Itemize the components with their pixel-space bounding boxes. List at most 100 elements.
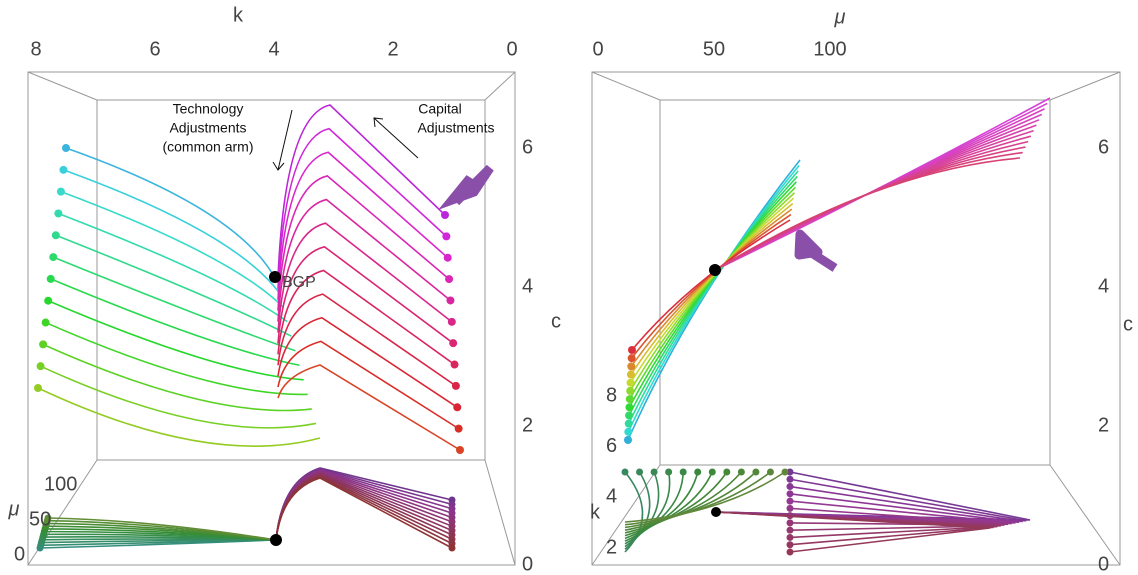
trajectory bbox=[624, 471, 786, 523]
trajectory-start bbox=[441, 211, 449, 219]
tick-label: 2 bbox=[606, 536, 617, 558]
trajectory bbox=[277, 198, 451, 322]
trajectory bbox=[277, 104, 446, 279]
tick-label: 2 bbox=[1098, 414, 1109, 436]
trajectory bbox=[277, 127, 447, 289]
note-line: Capital bbox=[418, 101, 462, 117]
trajectory-start bbox=[34, 384, 42, 392]
trajectory-start bbox=[449, 339, 458, 348]
tick-label: 4 bbox=[1098, 275, 1109, 297]
trajectory bbox=[624, 471, 728, 534]
trajectory bbox=[628, 181, 797, 408]
trajectory bbox=[624, 471, 684, 542]
tick-label: 0 bbox=[1098, 553, 1109, 575]
trajectory-start bbox=[59, 165, 68, 174]
trajectory-start bbox=[44, 514, 52, 522]
trajectory-start bbox=[786, 468, 794, 476]
note-line: Adjustments bbox=[169, 120, 246, 136]
trajectory bbox=[58, 212, 288, 323]
trajectory bbox=[624, 471, 757, 529]
trajectory bbox=[624, 471, 651, 550]
mu-axis-label: μ bbox=[834, 6, 846, 28]
tick-label: 0 bbox=[14, 543, 25, 565]
trajectory bbox=[631, 219, 791, 351]
trajectory-start bbox=[44, 296, 53, 305]
tick-label: 4 bbox=[268, 38, 279, 60]
trajectory bbox=[628, 170, 799, 424]
bgp-point bbox=[711, 507, 721, 517]
trajectory bbox=[277, 340, 460, 430]
trajectory bbox=[628, 175, 798, 416]
bgp-point bbox=[709, 264, 721, 276]
tick-label: 8 bbox=[30, 38, 41, 60]
tick-label: 4 bbox=[606, 486, 617, 508]
trajectory-start bbox=[62, 144, 70, 152]
trajectory-start bbox=[49, 253, 58, 262]
annotation-technology: Technology Adjustments (common arm) bbox=[162, 101, 293, 171]
highlight-arrow bbox=[794, 229, 838, 272]
tick-label: 0 bbox=[592, 38, 603, 60]
trajectory bbox=[40, 365, 317, 429]
annotation-capital: Capital Adjustments bbox=[373, 101, 495, 159]
trajectory bbox=[630, 208, 793, 367]
trajectory bbox=[627, 164, 800, 433]
tick-label: 2 bbox=[522, 414, 533, 436]
trajectory-start bbox=[624, 419, 633, 428]
tick-label: 50 bbox=[29, 508, 51, 530]
trajectory-start bbox=[448, 544, 456, 552]
tick-label: 6 bbox=[606, 435, 617, 457]
trajectory-start bbox=[786, 526, 794, 534]
trajectory-start bbox=[454, 424, 463, 433]
bgp-label: BGP bbox=[282, 274, 316, 291]
k-axis-label: k bbox=[590, 501, 601, 523]
mu-axis-label: μ bbox=[8, 498, 20, 520]
trajectory bbox=[624, 471, 660, 548]
left-box bbox=[27, 71, 516, 566]
trajectory-start bbox=[442, 232, 451, 241]
trajectory bbox=[277, 269, 456, 366]
tick-label: 6 bbox=[1098, 136, 1109, 158]
trajectory-start bbox=[626, 370, 635, 379]
trajectory bbox=[629, 186, 797, 400]
trajectory-start bbox=[54, 209, 63, 218]
trajectory bbox=[63, 169, 280, 294]
tick-label: 50 bbox=[703, 38, 725, 60]
trajectory-start bbox=[625, 411, 634, 420]
trajectory bbox=[277, 175, 450, 311]
trajectory-start bbox=[626, 386, 635, 395]
trajectory bbox=[277, 316, 458, 408]
trajectory-start bbox=[447, 317, 456, 326]
note-line: Technology bbox=[173, 101, 244, 117]
tick-label: 4 bbox=[522, 275, 533, 297]
trajectory-start bbox=[453, 403, 462, 412]
k-axis-label: k bbox=[233, 4, 244, 26]
trajectory bbox=[275, 477, 453, 549]
trajectory-start bbox=[786, 497, 794, 505]
trajectory-start bbox=[46, 274, 55, 283]
tick-label: 2 bbox=[387, 38, 398, 60]
trajectories bbox=[34, 97, 1051, 556]
trajectory bbox=[624, 471, 699, 540]
trajectory-start bbox=[450, 360, 459, 369]
box-edges bbox=[591, 71, 1121, 566]
tick-label: 0 bbox=[506, 38, 517, 60]
trajectory bbox=[715, 511, 991, 553]
trajectory-start bbox=[786, 483, 794, 491]
trajectory bbox=[629, 197, 795, 384]
tick-label: 6 bbox=[149, 38, 160, 60]
trajectory bbox=[624, 471, 714, 537]
trajectory-start bbox=[445, 275, 454, 284]
trajectory-start bbox=[625, 403, 634, 412]
trajectory-start bbox=[627, 354, 636, 363]
tick-label: 8 bbox=[606, 384, 617, 406]
tick-label: 100 bbox=[813, 38, 846, 60]
trajectory-start bbox=[446, 296, 455, 305]
trajectory-start bbox=[625, 395, 634, 404]
trajectory bbox=[277, 293, 457, 387]
trajectory bbox=[624, 471, 771, 526]
trajectory bbox=[631, 213, 792, 359]
trajectory-start bbox=[786, 533, 794, 541]
trajectory-start bbox=[786, 475, 794, 483]
trajectory bbox=[627, 159, 801, 441]
